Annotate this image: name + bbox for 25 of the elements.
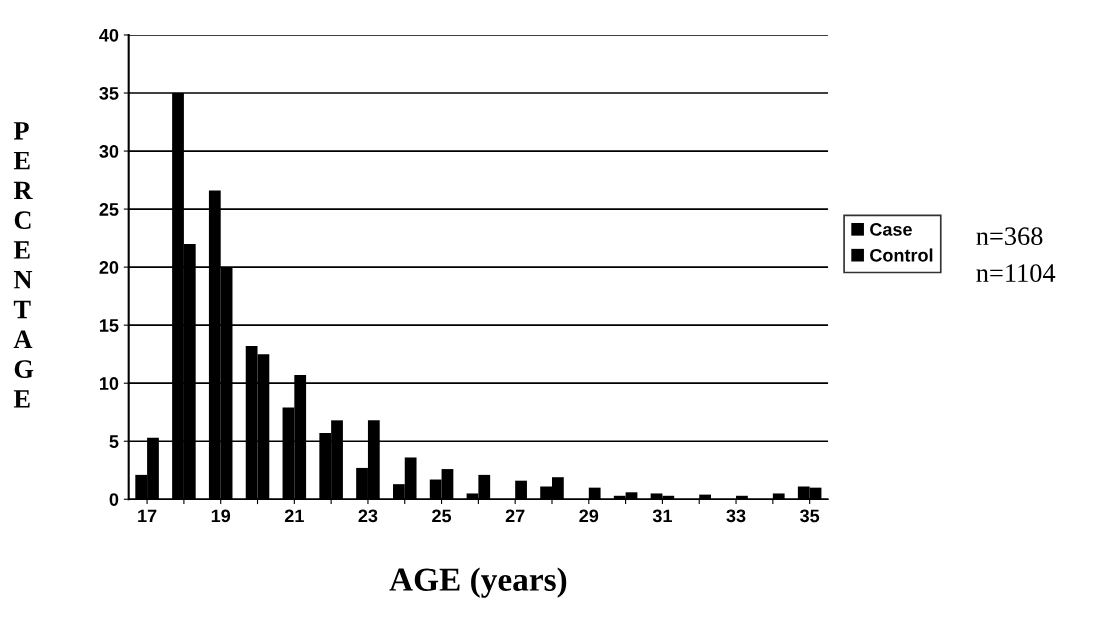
x-tick-label: 27: [505, 509, 525, 523]
x-tick-label: 21: [284, 509, 304, 523]
x-tick-label: 31: [652, 509, 672, 523]
x-axis-title: AGE (years): [389, 567, 567, 598]
x-tick-label: 17: [138, 509, 157, 523]
x-tick-label: 23: [358, 509, 378, 523]
y-tick-label: 15: [100, 319, 119, 332]
text: n=1104: [976, 264, 1056, 282]
y-tick-label: 25: [99, 203, 119, 216]
text: PERCENTAGE: [13, 122, 34, 408]
x-tick-label: 25: [432, 509, 452, 523]
text: n=368: [976, 227, 1043, 246]
x-tick-label: 19: [211, 509, 231, 523]
y-tick-label: 35: [99, 86, 119, 100]
y-tick-label: 5: [109, 435, 119, 448]
legend-label: Case: [870, 223, 912, 236]
y-tick-label: 30: [99, 144, 119, 158]
y-tick-label: 10: [100, 377, 119, 390]
y-tick-label: 40: [99, 28, 119, 42]
y-tick-label: 0: [109, 493, 119, 506]
x-tick-label: 33: [726, 509, 746, 523]
x-tick-label: 35: [800, 509, 820, 523]
y-tick-label: 20: [99, 261, 119, 274]
legend-label: Control: [870, 248, 933, 262]
x-tick-label: 29: [579, 509, 599, 523]
